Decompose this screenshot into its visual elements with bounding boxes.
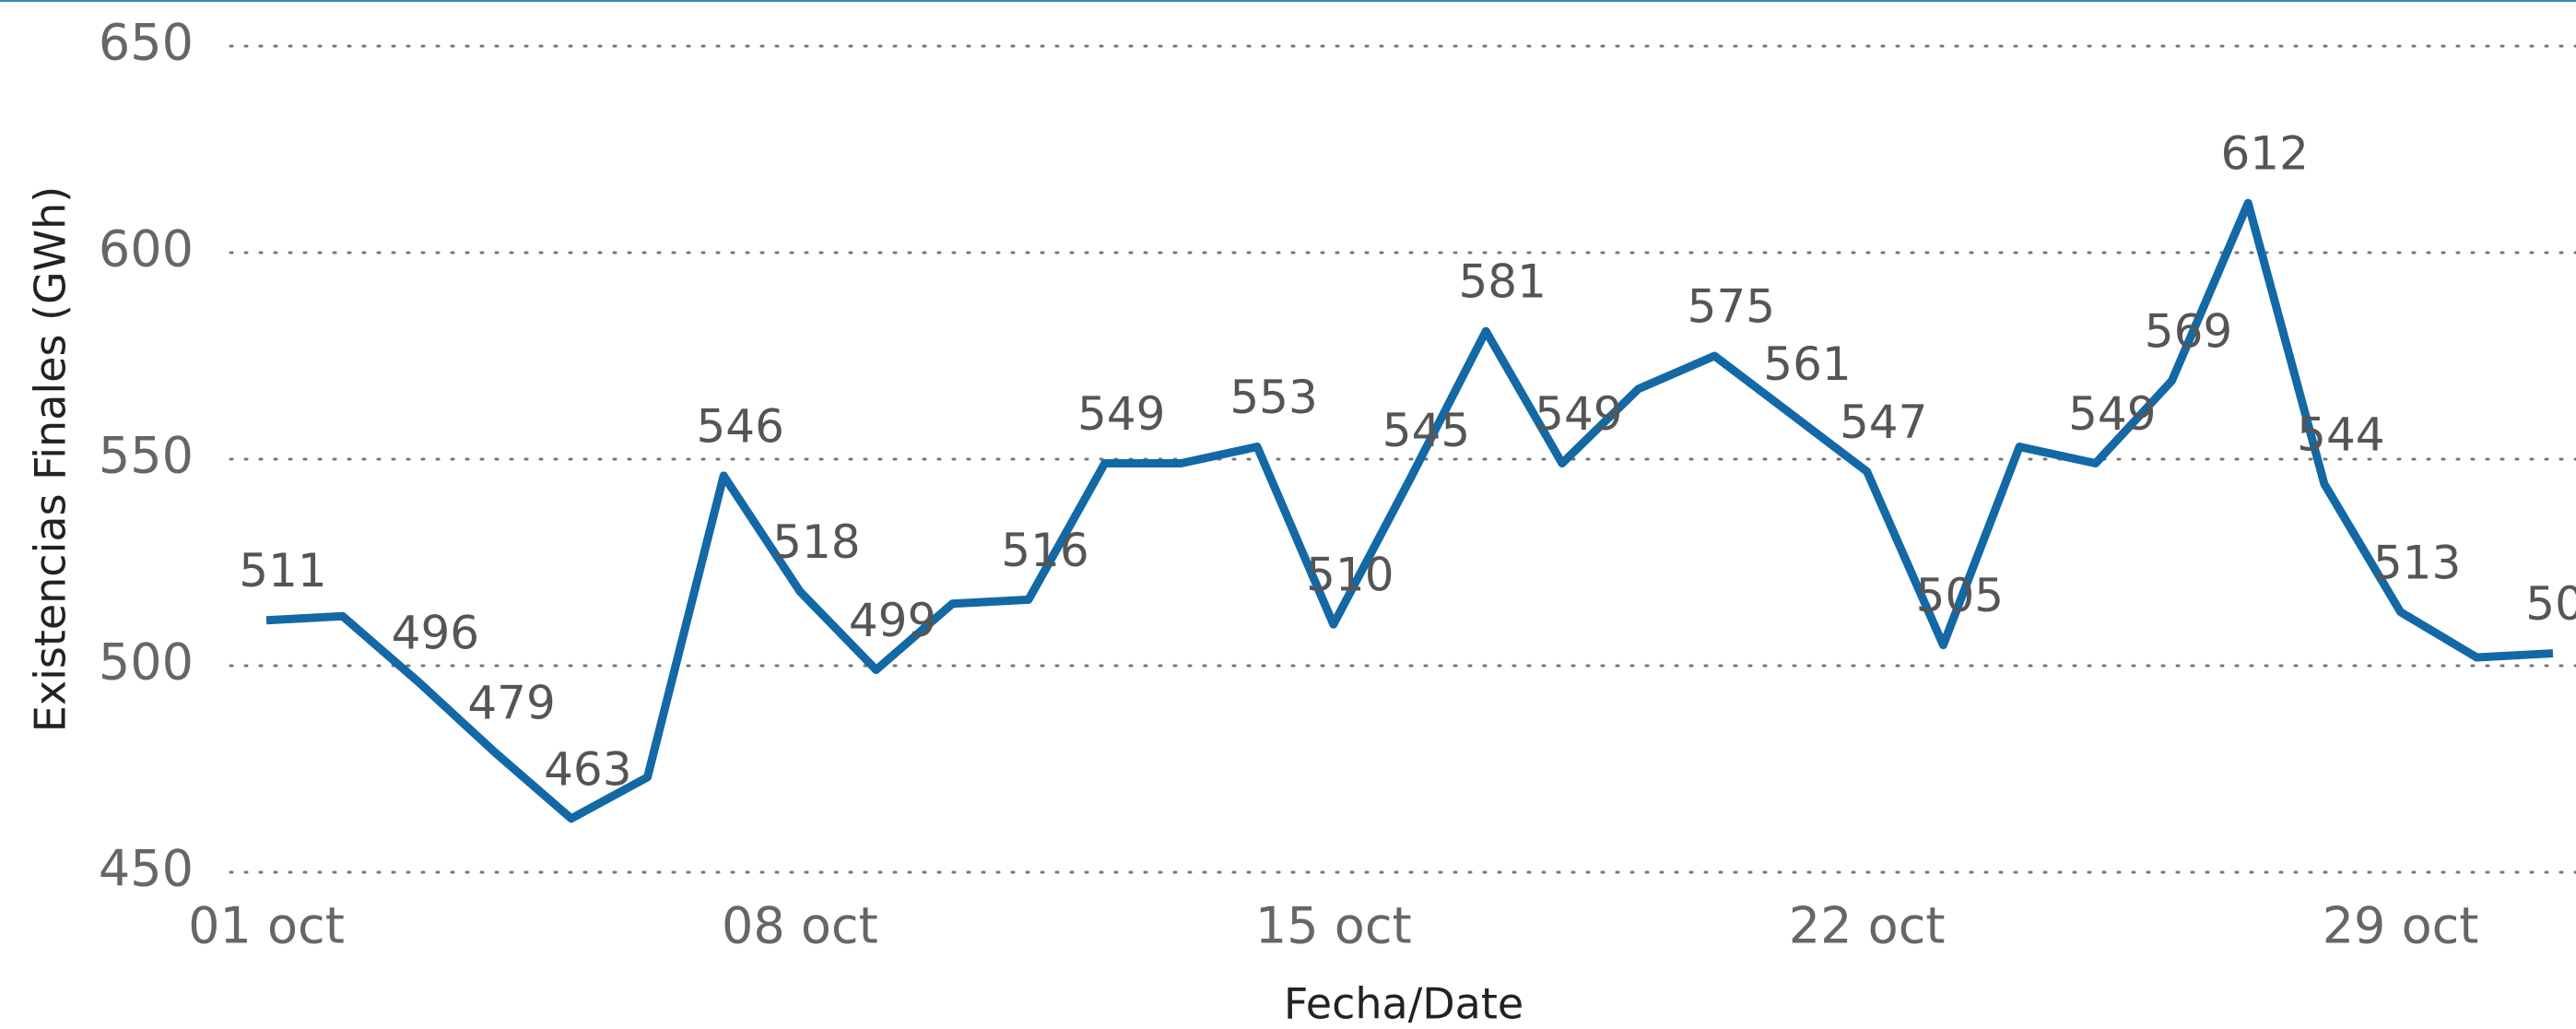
x-tick-label: 29 oct — [2323, 897, 2479, 955]
data-label: 612 — [2220, 127, 2308, 181]
data-label: 546 — [696, 399, 783, 453]
data-line — [265, 198, 2554, 823]
y-tick-label: 550 — [99, 427, 194, 485]
data-label: 518 — [772, 515, 860, 569]
data-label: 549 — [1535, 387, 1622, 441]
data-label: 510 — [1306, 549, 1394, 602]
data-label: 496 — [392, 606, 479, 659]
data-label: 575 — [1688, 280, 1775, 334]
data-label: 544 — [2297, 408, 2384, 461]
y-tick-label: 500 — [99, 633, 194, 692]
data-label: 505 — [1916, 569, 2004, 622]
x-tick-label: 22 oct — [1789, 897, 1946, 955]
data-label: 479 — [467, 677, 555, 730]
y-tick-label: 600 — [99, 220, 194, 278]
data-label: 511 — [239, 544, 326, 597]
data-label: 545 — [1382, 404, 1470, 457]
data-label: 516 — [1001, 524, 1088, 577]
x-tick-label: 15 oct — [1255, 897, 1412, 955]
y-axis-title: Existencias Finales (GWh) — [26, 186, 76, 732]
data-label: 581 — [1458, 255, 1546, 309]
data-label: 513 — [2373, 536, 2461, 589]
data-label: 499 — [849, 594, 936, 647]
data-label: 547 — [1840, 396, 1927, 449]
data-label: 549 — [1077, 387, 1165, 441]
data-label: 561 — [1763, 337, 1851, 391]
y-tick-label: 450 — [99, 840, 194, 898]
data-label: 553 — [1229, 371, 1317, 424]
x-tick-label: 08 oct — [722, 897, 878, 955]
data-label: 549 — [2068, 387, 2156, 441]
data-label: 463 — [544, 742, 631, 796]
data-label: 503 — [2525, 577, 2576, 631]
x-axis-title: Fecha/Date — [1284, 979, 1523, 1029]
y-tick-label: 650 — [99, 14, 194, 72]
x-tick-label: 01 oct — [188, 897, 345, 955]
data-label: 569 — [2145, 304, 2232, 358]
